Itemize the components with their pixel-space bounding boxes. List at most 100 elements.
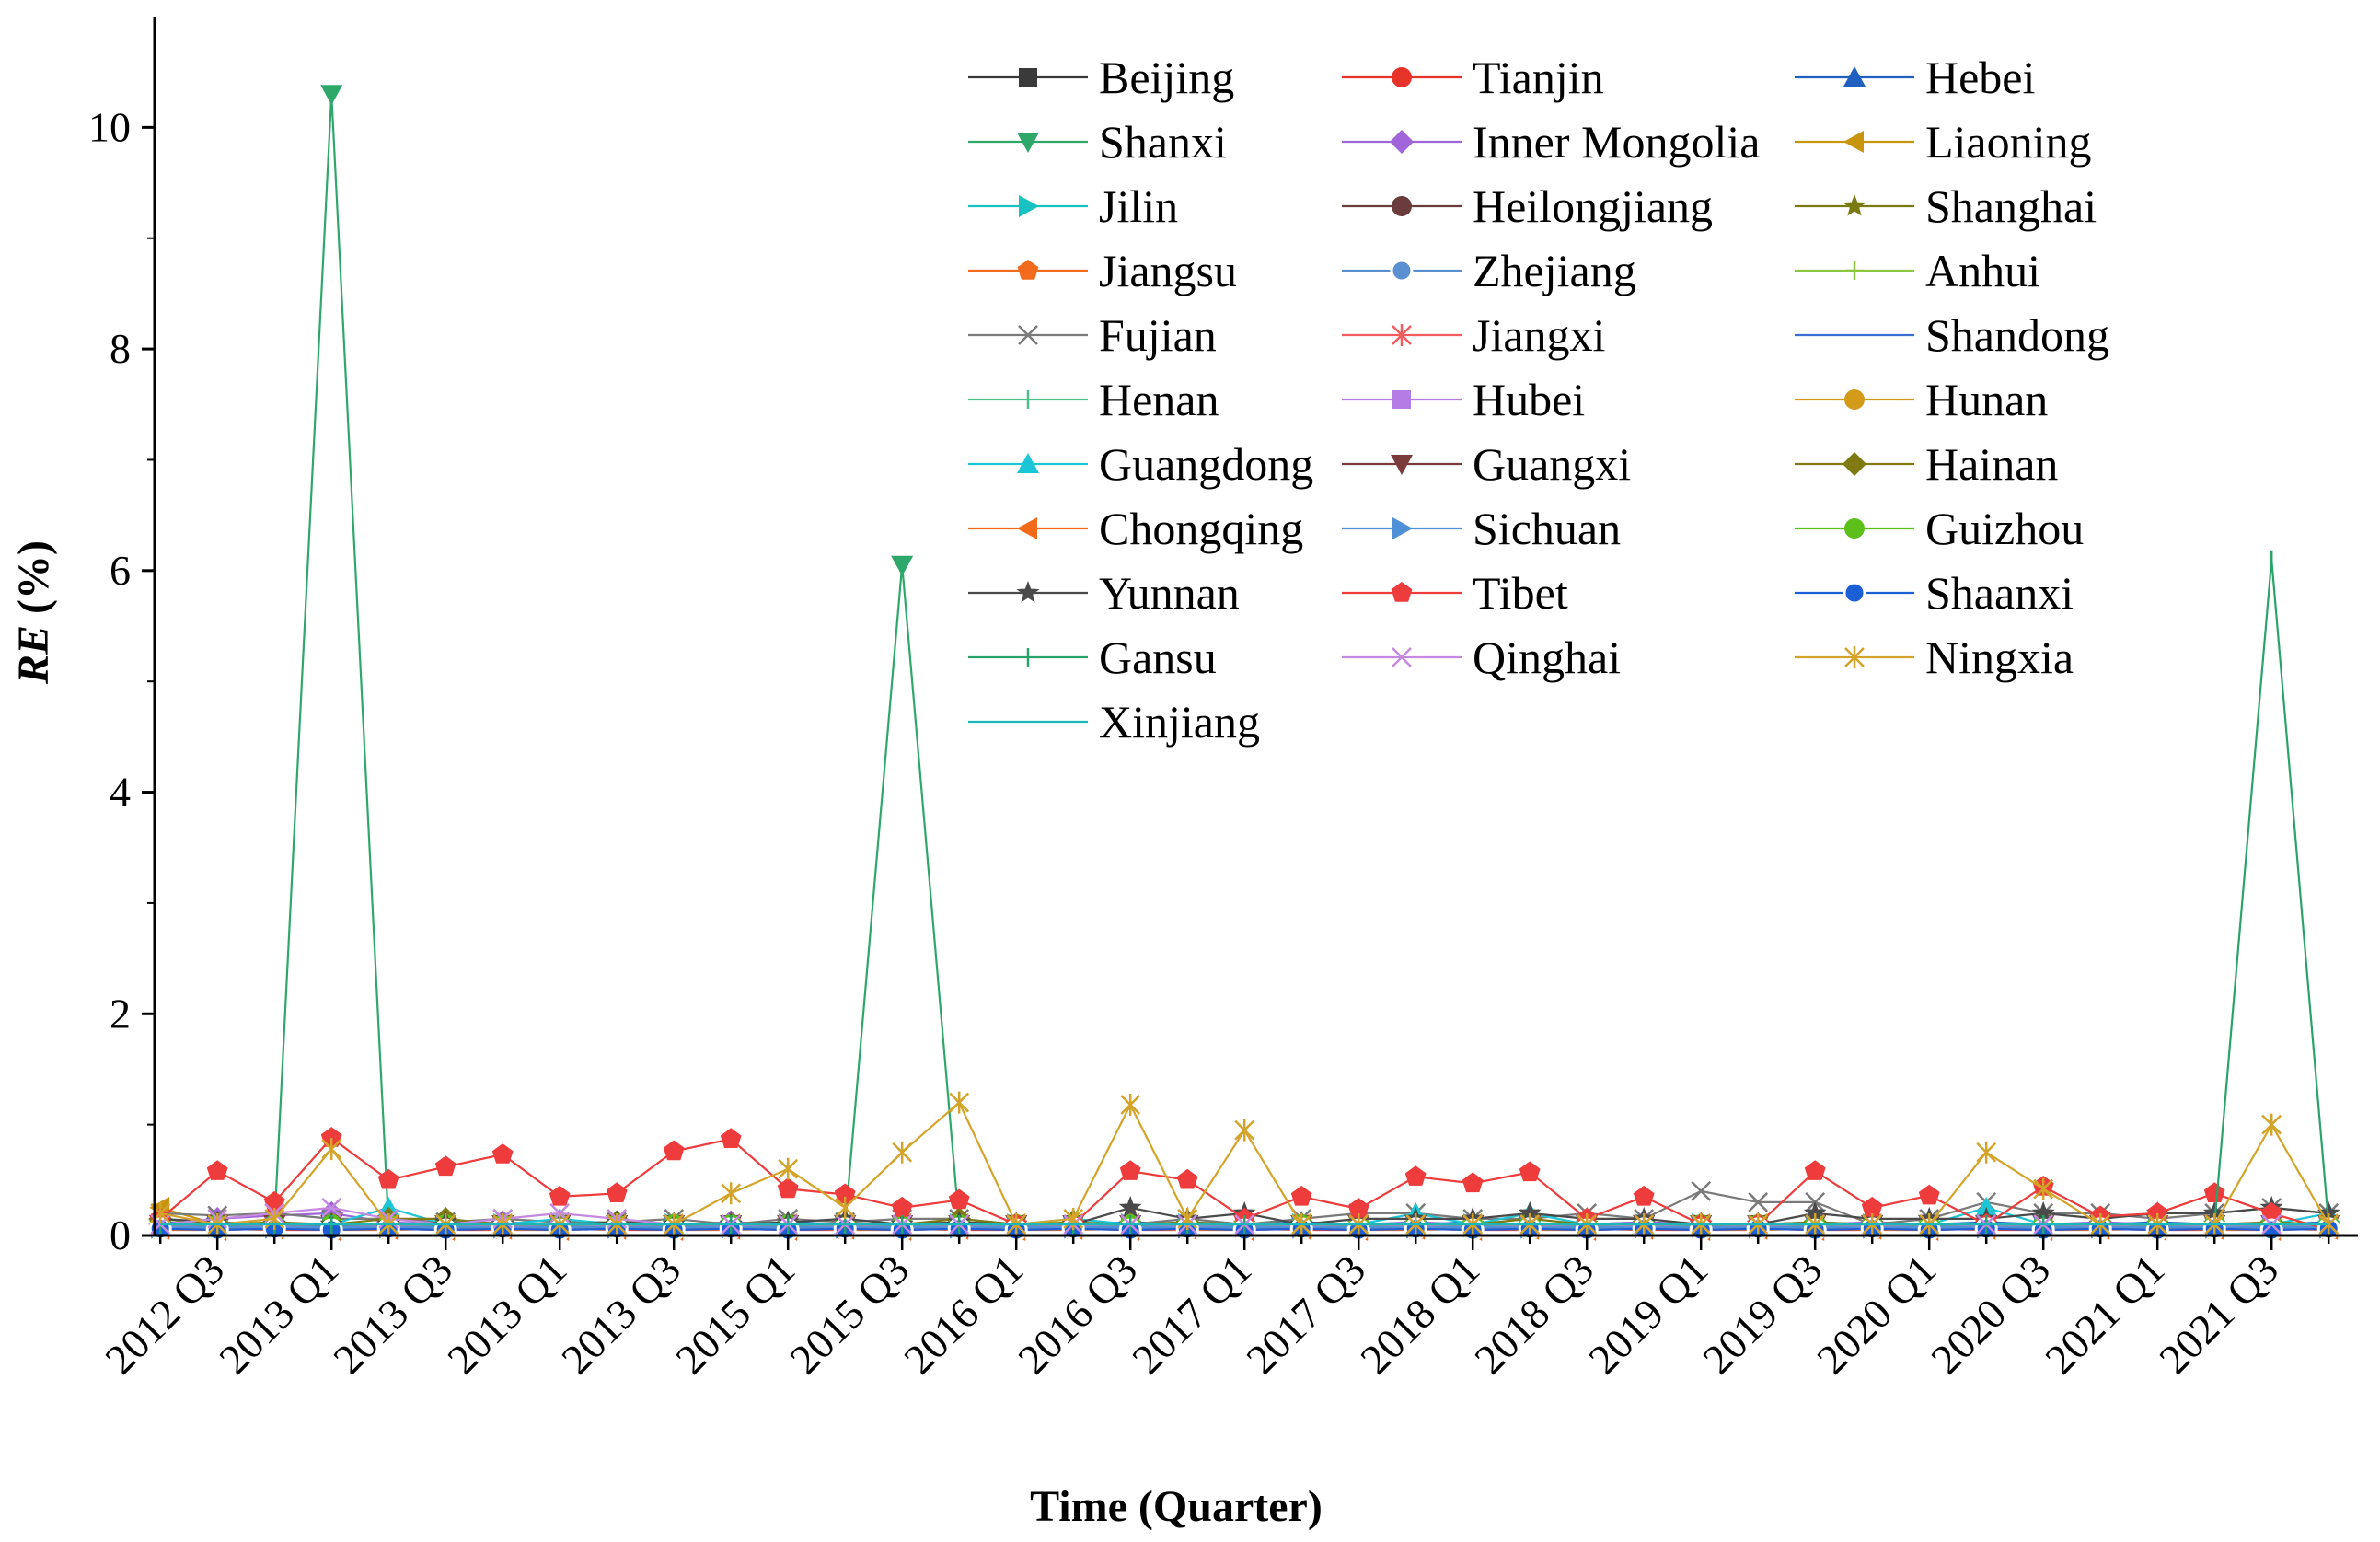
data-point-yunnan — [2316, 1200, 2340, 1223]
data-point-fujian — [1691, 1180, 1712, 1201]
x-tick-label: 2021 Q3 — [2150, 1246, 2287, 1383]
legend-label: Zhejiang — [1473, 245, 1636, 296]
data-point-tibet — [1804, 1160, 1826, 1180]
data-point-tibet — [948, 1188, 970, 1210]
legend-marker — [1844, 518, 1865, 539]
data-point-yunnan — [2202, 1200, 2226, 1223]
legend-item-beijing: Beijing — [968, 52, 1234, 103]
legend-item-guangxi: Guangxi — [1342, 438, 1631, 490]
legend-marker — [1017, 453, 1039, 473]
legend-label: Heilongjiang — [1473, 180, 1713, 232]
legend-marker — [1018, 325, 1038, 345]
data-point-yunnan — [2031, 1200, 2055, 1223]
legend-label: Guizhou — [1925, 503, 2084, 554]
legend-label: Gansu — [1099, 632, 1217, 683]
legend-marker — [1391, 455, 1413, 475]
legend: Beijing Tianjin Hebei Shanxi Inner Mongolia L… — [968, 52, 2109, 748]
legend-marker — [1843, 66, 1866, 87]
legend-marker — [1392, 67, 1412, 87]
legend-label: Hubei — [1473, 374, 1585, 425]
legend-item-tianjin: Tianjin — [1342, 52, 1604, 103]
legend-item-qinghai: Qinghai — [1342, 632, 1621, 683]
legend-marker — [1843, 581, 1866, 605]
legend-label: Hainan — [1925, 438, 2058, 490]
legend-item-tibet: Tibet — [1342, 567, 1568, 619]
data-point-yunnan — [1518, 1200, 1542, 1223]
x-tick-label: 2018 Q1 — [1351, 1246, 1488, 1383]
data-point-tibet — [206, 1160, 228, 1180]
legend-marker — [1392, 390, 1411, 409]
data-point-tibet — [2146, 1201, 2168, 1223]
data-point-tibet — [549, 1185, 571, 1206]
legend-item-guizhou: Guizhou — [1795, 503, 2084, 554]
legend-marker — [1844, 389, 1865, 410]
legend-item-hebei: Hebei — [1795, 52, 2035, 103]
data-point-qinghai — [321, 1198, 342, 1218]
data-point-fujian — [1748, 1192, 1769, 1212]
legend-item-sichuan: Sichuan — [1342, 503, 1621, 554]
legend-item-ningxia: Ningxia — [1795, 632, 2074, 683]
data-point-ningxia — [1234, 1119, 1255, 1142]
x-tick-label: 2013 Q3 — [552, 1246, 689, 1383]
x-tick-label: 2013 Q1 — [438, 1246, 575, 1383]
data-point-tibet — [1462, 1172, 1484, 1193]
data-point-shanxi — [891, 555, 914, 576]
legend-label: Shaanxi — [1925, 567, 2074, 619]
legend-label: Ningxia — [1925, 632, 2074, 683]
legend-item-hunan: Hunan — [1795, 374, 2048, 425]
legend-item-gansu: Gansu — [968, 632, 1217, 683]
legend-label: Anhui — [1925, 245, 2040, 296]
data-point-tibet — [2260, 1201, 2282, 1223]
data-point-ningxia — [778, 1157, 799, 1180]
legend-label: Tibet — [1473, 567, 1568, 619]
legend-label: Henan — [1099, 374, 1219, 425]
legend-marker — [1390, 130, 1414, 154]
data-point-ningxia — [721, 1182, 742, 1205]
data-point-tibet — [1347, 1198, 1369, 1218]
legend-label: Shanxi — [1099, 116, 1227, 168]
legend-label: Jilin — [1099, 180, 1178, 232]
legend-item-jiangxi: Jiangxi — [1342, 309, 1605, 361]
legend-item-jilin: Jilin — [968, 180, 1178, 232]
legend-item-heilongjiang: Heilongjiang — [1342, 180, 1713, 232]
legend-marker — [1019, 195, 1039, 217]
legend-item-xinjiang: Xinjiang — [968, 696, 1260, 748]
legend-label: Shandong — [1925, 309, 2109, 361]
legend-label: Guangdong — [1099, 438, 1313, 490]
data-point-tibet — [1861, 1196, 1883, 1217]
legend-label: Jiangsu — [1099, 245, 1237, 296]
y-axis-title: RE (%) — [9, 540, 58, 685]
data-point-tibet — [263, 1190, 285, 1212]
legend-label: Yunnan — [1099, 567, 1240, 619]
data-point-tibet — [1519, 1161, 1541, 1182]
data-point-yunnan — [1118, 1195, 1142, 1218]
legend-marker — [1392, 517, 1413, 539]
x-tick-label: 2016 Q1 — [895, 1246, 1032, 1383]
legend-item-inner-mongolia: Inner Mongolia — [1342, 116, 1760, 168]
legend-label: Jiangxi — [1473, 309, 1605, 361]
legend-item-henan: Henan — [968, 374, 1219, 425]
legend-marker — [1843, 194, 1866, 216]
data-point-tibet — [320, 1127, 342, 1147]
series-layer — [148, 85, 2341, 1242]
x-tick-label: 2012 Q3 — [96, 1246, 233, 1383]
legend-label: Hunan — [1925, 374, 2048, 425]
legend-item-yunnan: Yunnan — [968, 567, 1240, 619]
data-point-tibet — [377, 1168, 399, 1189]
y-tick-label: 4 — [110, 769, 131, 816]
data-point-tibet — [1633, 1185, 1655, 1206]
x-tick-label: 2018 Q3 — [1465, 1246, 1602, 1383]
legend-label: Qinghai — [1473, 632, 1621, 683]
legend-marker — [1392, 196, 1412, 216]
data-point-tibet — [434, 1155, 456, 1177]
legend-label: Beijing — [1099, 52, 1234, 103]
data-point-tibet — [491, 1143, 514, 1164]
legend-label: Chongqing — [1099, 503, 1303, 554]
legend-item-shanghai: Shanghai — [1795, 180, 2097, 232]
data-point-ningxia — [835, 1196, 856, 1219]
y-tick-label: 10 — [88, 103, 131, 150]
legend-marker — [1017, 260, 1039, 280]
data-point-ningxia — [321, 1138, 342, 1161]
data-point-tibet — [1918, 1184, 1940, 1205]
